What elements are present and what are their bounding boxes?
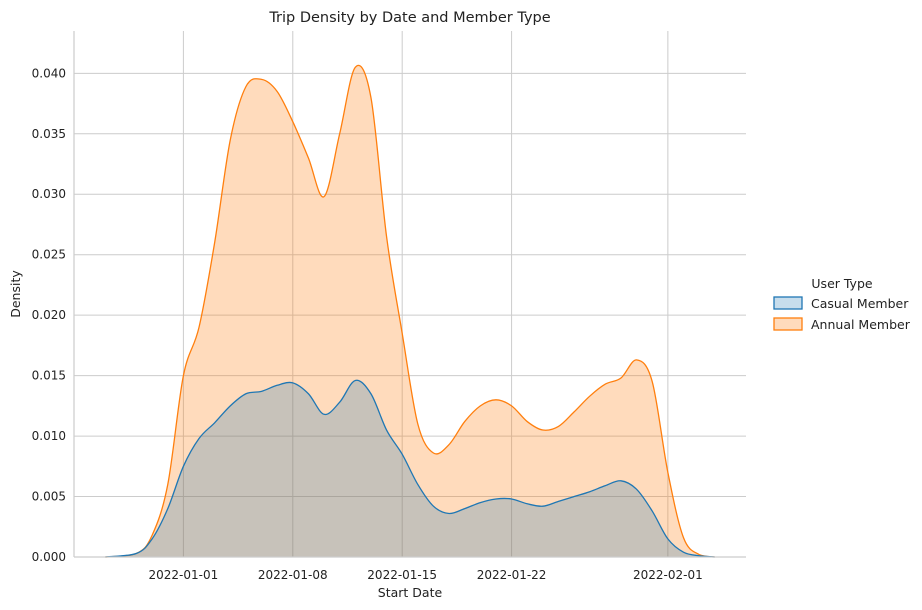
x-tick-label: 2022-02-01 [633, 568, 703, 582]
legend: User Type Casual Member Annual Member [773, 276, 911, 332]
y-tick-label: 0.020 [32, 308, 66, 322]
annual-member-line [105, 64, 715, 558]
y-tick-label: 0.025 [32, 248, 66, 262]
y-tick-labels: 0.000 0.005 0.010 0.015 0.020 0.025 0.030 0.035… [32, 66, 66, 564]
x-tick-label: 2022-01-22 [477, 568, 547, 582]
x-axis-label: Start Date [378, 585, 443, 600]
y-tick-label: 0.035 [32, 127, 66, 141]
casual-member-legend-label: Casual Member [811, 296, 909, 311]
annual-member-legend-label: Annual Member [811, 317, 911, 332]
y-axis-label: Density [8, 270, 23, 318]
grid-layer [74, 31, 746, 557]
y-tick-label: 0.005 [32, 490, 66, 504]
x-tick-label: 2022-01-15 [367, 568, 437, 582]
legend-items: Casual Member Annual Member [773, 296, 911, 332]
x-tick-label: 2022-01-01 [149, 568, 219, 582]
casual-member-legend-swatch [773, 296, 803, 310]
casual-member-area [105, 380, 715, 557]
y-tick-label: 0.010 [32, 429, 66, 443]
annual-member-area [105, 65, 715, 557]
area-layer [105, 64, 715, 558]
x-tick-labels: 2022-01-01 2022-01-08 2022-01-15 2022-01-22… [149, 568, 703, 582]
y-tick-label: 0.030 [32, 187, 66, 201]
y-tick-label: 0.040 [32, 66, 66, 80]
x-tick-label: 2022-01-08 [258, 568, 328, 582]
y-tick-label: 0.000 [32, 550, 66, 564]
y-tick-label: 0.015 [32, 369, 66, 383]
axis-layer [73, 31, 746, 558]
casual-member-line [105, 379, 715, 558]
annual-member-legend-swatch [773, 317, 803, 331]
legend-title: User Type [811, 276, 872, 291]
chart-title: Trip Density by Date and Member Type [268, 10, 550, 26]
